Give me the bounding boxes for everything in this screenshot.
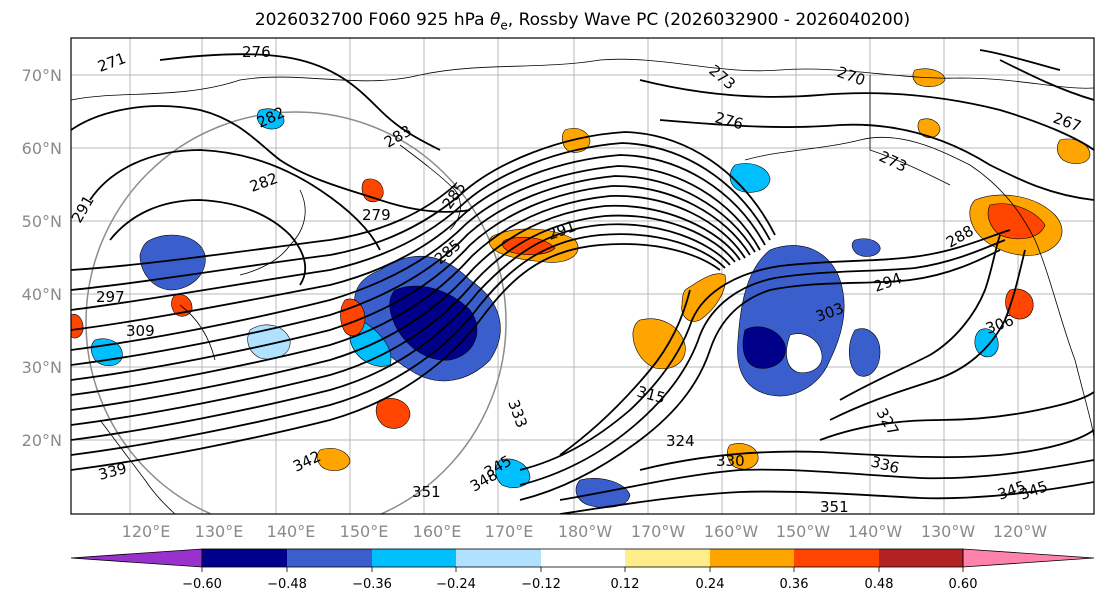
lat-label-20n: 20°N (22, 431, 62, 450)
colorbar-frame (201, 548, 964, 568)
contour-label: 330 (716, 452, 745, 470)
lon-label: 140°E (267, 522, 316, 541)
map-title: 2026032700 F060 925 hPa θe, Rossby Wave … (254, 10, 911, 33)
lon-label: 160°E (413, 522, 462, 541)
lon-label: 120°E (122, 522, 171, 541)
contour-label: 324 (666, 432, 695, 450)
colorbar-tick-label: −0.12 (521, 577, 561, 592)
colorbar-tick-label: 0.12 (611, 577, 640, 592)
lat-label-50n: 50°N (22, 212, 62, 231)
colorbar-bin (541, 549, 625, 567)
colorbar-tick-label: −0.60 (182, 577, 222, 592)
colorbar-bin (287, 549, 372, 567)
contour-label: 276 (242, 43, 271, 61)
longitude-labels: 120°E 130°E 140°E 150°E 160°E 170°E 180°… (122, 522, 1048, 541)
colorbar-bin (625, 549, 710, 567)
lon-label: 150°E (340, 522, 389, 541)
lon-label: 150°W (776, 522, 831, 541)
lon-label: 180°W (558, 522, 613, 541)
lon-label: 170°W (631, 522, 686, 541)
colorbar-extend-low (70, 548, 203, 568)
map-frame (70, 37, 1095, 515)
contour-label: 279 (362, 206, 391, 224)
lat-label-70n: 70°N (22, 66, 62, 85)
lon-label: 140°W (848, 522, 903, 541)
contour-label: 351 (820, 498, 849, 516)
lon-label: 130°W (921, 522, 976, 541)
colorbar-extend-high (962, 548, 1095, 568)
colorbar-tick-label: 0.24 (696, 577, 725, 592)
colorbar-bin (710, 549, 794, 567)
lon-label: 130°E (195, 522, 244, 541)
lat-label-30n: 30°N (22, 358, 62, 377)
contour-label: 297 (96, 288, 125, 306)
colorbar-tick-label: 0.48 (865, 577, 894, 592)
lat-label-40n: 40°N (22, 285, 62, 304)
colorbar-tick-label: 0.36 (780, 577, 809, 592)
colorbar-tick-label: −0.24 (436, 577, 476, 592)
colorbar: −0.60 −0.48 −0.36 −0.24 −0.12 0.12 0.24 … (70, 548, 1095, 592)
lat-label-60n: 60°N (22, 139, 62, 158)
colorbar-bin (879, 549, 963, 567)
latitude-labels: 70°N 60°N 50°N 40°N 30°N 20°N (22, 66, 62, 450)
theta-e-contours (71, 49, 1094, 514)
contour-label: 309 (126, 322, 155, 340)
colorbar-bin (794, 549, 879, 567)
reference-circle (85, 111, 507, 514)
colorbar-tick-label: −0.48 (267, 577, 307, 592)
lon-label: 170°E (485, 522, 534, 541)
colorbar-tick-label: 0.60 (949, 577, 978, 592)
lon-label: 160°W (704, 522, 759, 541)
map-area (71, 38, 1094, 514)
lon-label: 120°W (993, 522, 1048, 541)
colorbar-bin (456, 549, 541, 567)
colorbar-bin (372, 549, 456, 567)
colorbar-bin (202, 549, 287, 567)
colorbar-tick-label: −0.36 (352, 577, 392, 592)
contour-label: 351 (412, 483, 441, 501)
